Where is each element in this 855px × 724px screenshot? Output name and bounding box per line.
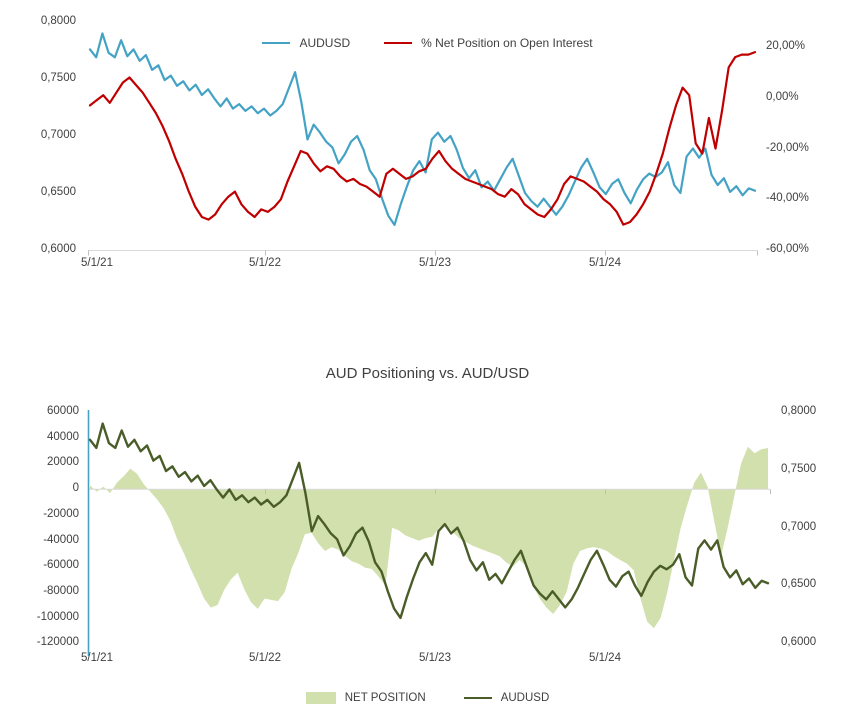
- legend-label-net-position: NET POSITION: [344, 692, 426, 704]
- top-chart-y-right-label: -60,00%: [766, 243, 809, 255]
- bottom-chart-y-left-label: -40000: [43, 533, 79, 546]
- top-chart-y-right-label: 0,00%: [766, 90, 799, 103]
- bottom-chart-plot-area: [87, 410, 771, 656]
- top-chart-y-right-label: 20,00%: [766, 40, 806, 52]
- bottom-chart-y-left-label: 20000: [47, 456, 79, 469]
- top-chart-audusd-vs-net-position: AUDUSD % Net Position on Open Interest 0…: [0, 0, 855, 330]
- net-position-area-swatch: [305, 692, 336, 704]
- net-position-pct-line-swatch: [384, 42, 413, 44]
- legend-item-net-position-pct: % Net Position on Open Interest: [384, 36, 593, 50]
- top-chart-x-label: 5/1/23: [419, 257, 451, 269]
- legend-item-audusd-bottom: AUDUSD: [463, 692, 550, 704]
- bottom-chart-y-right-label: 0,6000: [781, 636, 817, 649]
- bottom-chart-aud-positioning: AUD Positioning vs. AUD/USD NET POSITION…: [0, 330, 855, 724]
- bottom-chart-y-left-label: -120000: [36, 636, 79, 649]
- bottom-chart-x-label: 5/1/21: [81, 652, 113, 664]
- legend-label-audusd: AUDUSD: [299, 36, 351, 50]
- top-chart-y-left-label: 0,6000: [40, 243, 76, 255]
- top-chart-y-right-label: -20,00%: [766, 141, 809, 154]
- bottom-chart-x-label: 5/1/24: [589, 652, 621, 664]
- top-chart-y-left-label: 0,8000: [40, 15, 76, 27]
- bottom-chart-legend: NET POSITION AUDUSD: [0, 692, 855, 704]
- top-chart-y-left-label: 0,7500: [40, 72, 76, 84]
- top-chart-x-label: 5/1/24: [589, 257, 621, 269]
- bottom-chart-x-label: 5/1/22: [249, 652, 281, 664]
- top-chart-plot-area: [88, 32, 758, 256]
- top-chart-legend: AUDUSD % Net Position on Open Interest: [0, 36, 855, 50]
- top-chart-y-right-label: -40,00%: [766, 192, 809, 205]
- bottom-chart-y-left-label: -80000: [43, 584, 79, 597]
- top-chart-y-left-label: 0,6500: [40, 186, 76, 198]
- bottom-chart-y-left-label: -20000: [43, 507, 79, 520]
- bottom-chart-y-left-label: -100000: [36, 610, 79, 623]
- top-chart-x-label: 5/1/22: [249, 257, 281, 269]
- bottom-chart-y-left-label: 40000: [47, 430, 79, 443]
- bottom-chart-y-left-label: 0: [72, 482, 79, 495]
- audusd-olive-line-swatch: [463, 697, 492, 699]
- bottom-chart-x-label: 5/1/23: [419, 652, 451, 664]
- bottom-chart-y-left-label: -60000: [43, 559, 79, 572]
- legend-label-net-position-pct: % Net Position on Open Interest: [421, 36, 593, 50]
- bottom-chart-title: AUD Positioning vs. AUD/USD: [325, 365, 530, 382]
- legend-label-audusd-bottom: AUDUSD: [500, 692, 550, 704]
- top-chart-x-label: 5/1/21: [81, 257, 113, 269]
- bottom-chart-y-right-label: 0,6500: [781, 578, 817, 591]
- audusd-line-swatch: [262, 42, 291, 44]
- bottom-chart-y-left-label: 60000: [47, 405, 79, 417]
- bottom-chart-y-right-label: 0,7500: [781, 462, 817, 475]
- legend-item-audusd: AUDUSD: [262, 36, 350, 50]
- top-chart-y-left-label: 0,7000: [40, 129, 76, 141]
- bottom-chart-y-right-label: 0,7000: [781, 520, 817, 533]
- bottom-chart-y-right-label: 0,8000: [781, 405, 817, 417]
- legend-item-net-position: NET POSITION: [305, 692, 426, 704]
